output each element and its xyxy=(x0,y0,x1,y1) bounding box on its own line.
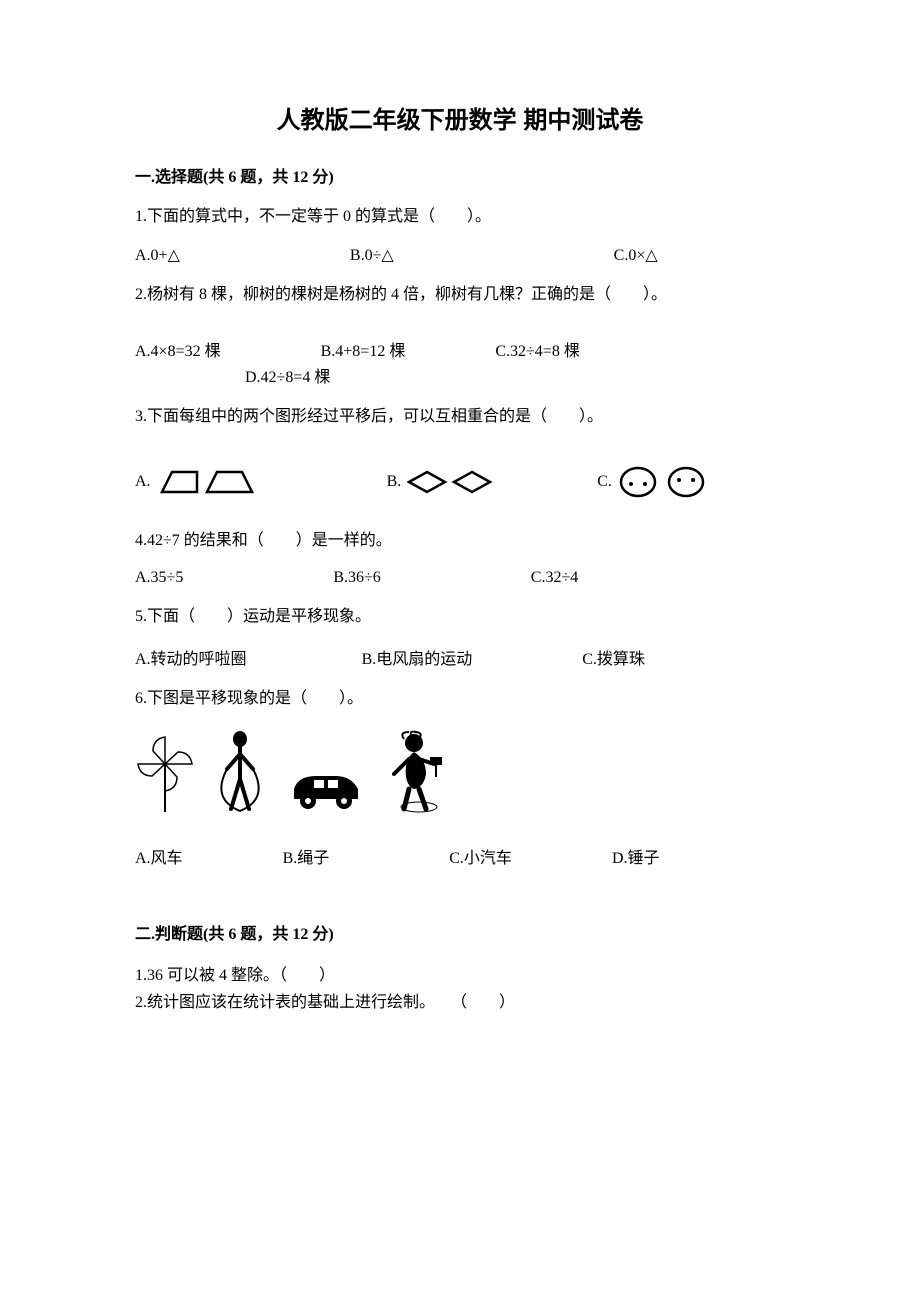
q3-label-b: B. xyxy=(387,473,402,491)
q3-option-c: C. xyxy=(597,465,708,499)
section2-header: 二.判断题(共 6 题，共 12 分) xyxy=(135,920,785,944)
hammer-person-icon xyxy=(384,729,449,814)
q3-label-c: C. xyxy=(597,473,612,491)
s2-q2: 2.统计图应该在统计表的基础上进行绘制。 （ ） xyxy=(135,989,785,1016)
pinwheel-icon xyxy=(135,729,195,814)
q1-option-b: B.0÷△ xyxy=(350,245,394,265)
q4-options: A.35÷5 B.36÷6 C.32÷4 xyxy=(135,569,785,587)
face-pair-icon xyxy=(618,465,708,499)
q3-option-b: B. xyxy=(387,467,498,497)
q4-text: 4.42÷7 的结果和（ ）是一样的。 xyxy=(135,529,785,553)
diamond-pair-icon xyxy=(407,467,497,497)
q3-option-a: A. xyxy=(135,467,257,497)
q6-option-d: D.锤子 xyxy=(612,844,660,868)
jump-rope-icon xyxy=(213,729,268,814)
q4-option-b: B.36÷6 xyxy=(333,569,380,587)
q6-options: A.风车 B.绳子 C.小汽车 D.锤子 xyxy=(135,844,785,868)
q5-option-c: C.拨算珠 xyxy=(582,645,645,669)
section1-header: 一.选择题(共 6 题，共 12 分) xyxy=(135,163,785,187)
q5-options: A.转动的呼啦圈 B.电风扇的运动 C.拨算珠 xyxy=(135,645,785,669)
q1-option-a: A.0+△ xyxy=(135,245,180,265)
q2-option-c: C.32÷4=8 棵 xyxy=(495,337,579,361)
q5-option-b: B.电风扇的运动 xyxy=(362,645,473,669)
q6-option-b: B.绳子 xyxy=(283,844,330,868)
q6-images xyxy=(135,729,785,814)
q3-text: 3.下面每组中的两个图形经过平移后，可以互相重合的是（ ）。 xyxy=(135,405,785,429)
q2-option-a: A.4×8=32 棵 xyxy=(135,337,221,361)
q3-options: A. B. C. xyxy=(135,465,785,499)
page-title: 人教版二年级下册数学 期中测试卷 xyxy=(135,100,785,135)
car-icon xyxy=(286,764,366,814)
q4-option-a: A.35÷5 xyxy=(135,569,183,587)
q2-option-d: D.42÷8=4 棵 xyxy=(245,363,330,387)
q1-option-c: C.0×△ xyxy=(614,245,658,265)
q2-text: 2.杨树有 8 棵，柳树的棵树是杨树的 4 倍，柳树有几棵？正确的是（ ）。 xyxy=(135,283,785,307)
q2-option-b: B.4+8=12 棵 xyxy=(321,337,406,361)
q6-text: 6.下图是平移现象的是（ ）。 xyxy=(135,687,785,711)
trapezoid-pair-icon xyxy=(157,467,257,497)
q5-option-a: A.转动的呼啦圈 xyxy=(135,645,247,669)
q6-option-c: C.小汽车 xyxy=(449,844,512,868)
q1-options: A.0+△ B.0÷△ C.0×△ xyxy=(135,245,785,265)
q2-options: A.4×8=32 棵 B.4+8=12 棵 C.32÷4=8 棵 xyxy=(135,337,785,361)
q1-text: 1.下面的算式中，不一定等于 0 的算式是（ ）。 xyxy=(135,205,785,229)
q2-option-d-row: D.42÷8=4 棵 xyxy=(135,363,785,387)
q3-label-a: A. xyxy=(135,473,151,491)
s2-q1: 1.36 可以被 4 整除。（ ） xyxy=(135,962,785,989)
q6-option-a: A.风车 xyxy=(135,844,183,868)
q4-option-c: C.32÷4 xyxy=(531,569,578,587)
q5-text: 5.下面（ ）运动是平移现象。 xyxy=(135,605,785,629)
